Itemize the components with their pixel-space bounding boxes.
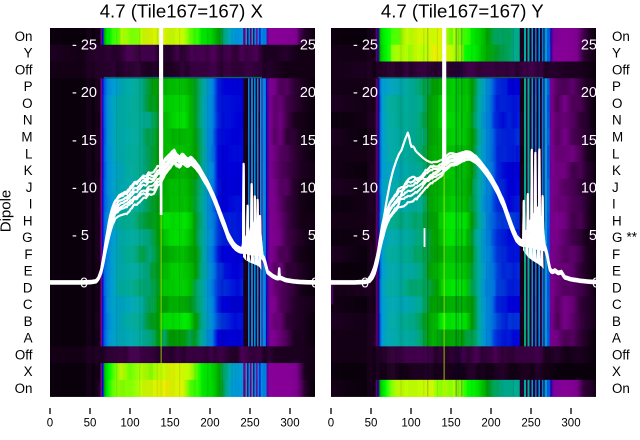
svg-text:On: On <box>15 29 33 44</box>
svg-text:P: P <box>612 79 621 94</box>
svg-text:- 5: - 5 <box>353 228 370 244</box>
svg-text:Off: Off <box>15 347 33 362</box>
svg-text:On: On <box>612 381 630 396</box>
svg-text:250: 250 <box>521 418 540 430</box>
svg-text:- 10: - 10 <box>353 180 378 196</box>
svg-text:15: 15 <box>581 133 597 149</box>
svg-text:K: K <box>24 163 33 178</box>
svg-text:On: On <box>15 381 33 396</box>
svg-text:**: ** <box>627 229 637 244</box>
svg-text:25: 25 <box>300 38 316 54</box>
svg-text:10: 10 <box>581 180 597 196</box>
svg-text:200: 200 <box>200 418 219 430</box>
svg-text:L: L <box>612 146 619 161</box>
svg-text:I: I <box>612 197 616 212</box>
svg-text:- 5: - 5 <box>72 228 89 244</box>
svg-text:D: D <box>612 280 622 295</box>
svg-text:G: G <box>22 230 32 245</box>
svg-text:C: C <box>23 297 33 312</box>
svg-text:Off: Off <box>15 63 33 78</box>
svg-text:Y: Y <box>24 46 33 61</box>
svg-text:100: 100 <box>401 418 420 430</box>
svg-text:D: D <box>23 280 33 295</box>
svg-text:X: X <box>612 364 621 379</box>
svg-text:25: 25 <box>581 38 597 54</box>
svg-text:- 15: - 15 <box>72 133 97 149</box>
svg-text:C: C <box>612 297 622 312</box>
svg-text:H: H <box>23 213 33 228</box>
svg-text:- 20: - 20 <box>353 85 378 101</box>
svg-text:O: O <box>22 96 32 111</box>
svg-text:F: F <box>612 247 620 262</box>
svg-text:B: B <box>612 314 621 329</box>
svg-text:250: 250 <box>240 418 259 430</box>
svg-text:5: 5 <box>589 228 597 244</box>
svg-text:E: E <box>612 264 621 279</box>
svg-text:10: 10 <box>300 180 316 196</box>
svg-text:I: I <box>29 197 33 212</box>
svg-text:L: L <box>25 146 32 161</box>
svg-text:- 20: - 20 <box>72 85 97 101</box>
svg-text:A: A <box>612 331 621 346</box>
svg-text:- 10: - 10 <box>72 180 97 196</box>
svg-text:20: 20 <box>581 85 597 101</box>
svg-text:150: 150 <box>441 418 460 430</box>
svg-text:J: J <box>612 180 619 195</box>
svg-text:F: F <box>24 247 32 262</box>
svg-text:5: 5 <box>308 228 316 244</box>
svg-text:M: M <box>612 130 623 145</box>
svg-text:- 25: - 25 <box>353 38 378 54</box>
svg-text:0: 0 <box>328 418 334 430</box>
svg-text:0: 0 <box>361 276 369 292</box>
svg-text:G: G <box>612 230 622 245</box>
svg-text:0: 0 <box>311 276 319 292</box>
svg-text:4.7 (Tile167=167) Y: 4.7 (Tile167=167) Y <box>381 1 544 22</box>
svg-text:J: J <box>26 180 33 195</box>
svg-text:Off: Off <box>612 63 630 78</box>
svg-text:100: 100 <box>120 418 139 430</box>
svg-text:50: 50 <box>365 418 378 430</box>
svg-text:150: 150 <box>160 418 179 430</box>
svg-text:K: K <box>612 163 621 178</box>
svg-text:B: B <box>24 314 33 329</box>
svg-text:- 15: - 15 <box>353 133 378 149</box>
svg-text:15: 15 <box>300 133 316 149</box>
svg-text:H: H <box>612 213 622 228</box>
svg-text:0: 0 <box>592 276 600 292</box>
svg-text:Y: Y <box>612 46 621 61</box>
svg-text:4.7 (Tile167=167) X: 4.7 (Tile167=167) X <box>100 1 264 22</box>
svg-text:E: E <box>24 264 33 279</box>
svg-text:P: P <box>24 79 33 94</box>
svg-text:20: 20 <box>300 85 316 101</box>
svg-text:Off: Off <box>612 347 630 362</box>
svg-text:M: M <box>21 130 32 145</box>
svg-text:300: 300 <box>280 418 299 430</box>
svg-text:300: 300 <box>561 418 580 430</box>
svg-text:N: N <box>612 113 622 128</box>
svg-text:50: 50 <box>84 418 97 430</box>
svg-text:0: 0 <box>80 276 88 292</box>
svg-text:0: 0 <box>47 418 53 430</box>
svg-text:200: 200 <box>481 418 500 430</box>
svg-text:On: On <box>612 29 630 44</box>
svg-text:N: N <box>23 113 33 128</box>
svg-text:O: O <box>612 96 622 111</box>
svg-text:A: A <box>24 331 33 346</box>
svg-text:X: X <box>24 364 33 379</box>
svg-text:- 25: - 25 <box>72 38 97 54</box>
svg-text:Dipole: Dipole <box>0 190 15 233</box>
